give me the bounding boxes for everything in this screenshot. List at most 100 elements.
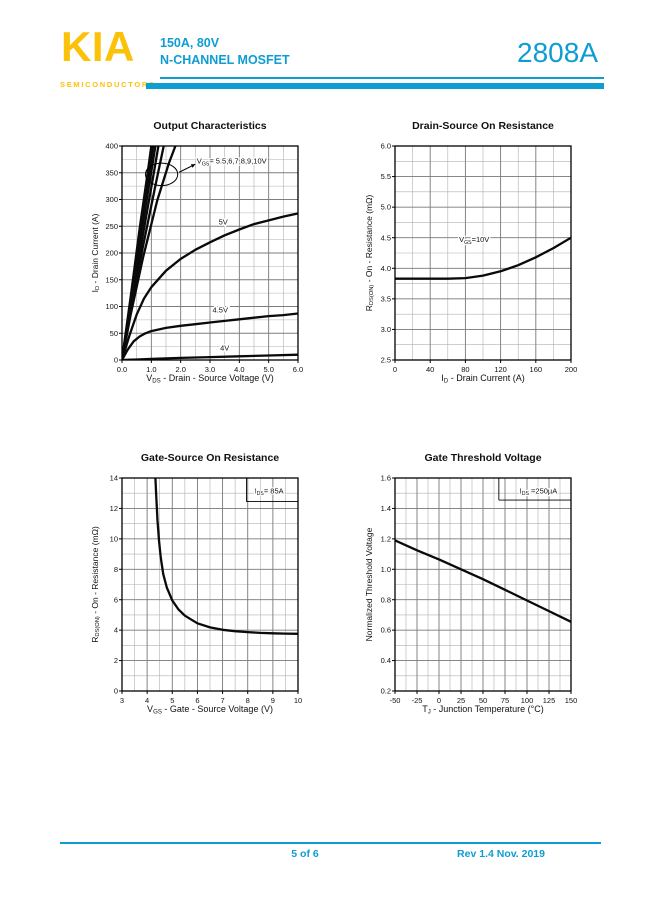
chart-title-gate-threshold-voltage: Gate Threshold Voltage: [424, 452, 542, 464]
svg-text:250: 250: [105, 222, 118, 231]
svg-text:4.0: 4.0: [234, 365, 244, 374]
svg-text:150: 150: [105, 275, 118, 284]
svg-text:9: 9: [271, 696, 275, 705]
svg-text:0: 0: [114, 356, 118, 365]
svg-text:5: 5: [170, 696, 174, 705]
svg-text:120: 120: [494, 365, 507, 374]
plot-drain-source-on-resistance: 0 40 80 120 160 200 2.5 3.0 3.5 4.0 4.5 5.0 5.5 6.0 VG…: [381, 142, 578, 374]
svg-text:4: 4: [145, 696, 149, 705]
label-segment: V: [146, 373, 153, 383]
svg-text:IDS= 85A: IDS= 85A: [255, 486, 284, 497]
chart-title-output-characteristics: Output Characteristics: [153, 120, 267, 132]
part-description: 150A, 80V N-CHANNEL MOSFET: [160, 35, 290, 69]
svg-text:4V: 4V: [220, 344, 229, 353]
svg-text:0.4: 0.4: [381, 656, 391, 665]
label-segment: DS: [152, 377, 161, 385]
label-segment: - Drain Current (A): [448, 373, 525, 383]
revision-label: Rev 1.4 Nov. 2019: [457, 848, 545, 860]
svg-text:2.5: 2.5: [381, 356, 391, 365]
svg-text:6: 6: [195, 696, 199, 705]
svg-text:300: 300: [105, 195, 118, 204]
chart-title-drain-source-on-resistance: Drain-Source On Resistance: [412, 120, 554, 132]
svg-text:200: 200: [105, 249, 118, 258]
svg-text:0: 0: [393, 365, 397, 374]
svg-text:VGS= 5.5,6,7,8,9,10V: VGS= 5.5,6,7,8,9,10V: [197, 156, 267, 167]
label-segment: - Gate - Source Voltage (V): [161, 704, 273, 714]
x-axis-label-drain-current: ID - Drain Current (A): [395, 373, 571, 384]
x-axis-label-junction-temperature: TJ - Junction Temperature (°C): [395, 704, 571, 715]
svg-text:1.0: 1.0: [146, 365, 156, 374]
svg-text:0.8: 0.8: [381, 595, 391, 604]
svg-text:100: 100: [521, 696, 534, 705]
part-number: 2808A: [517, 37, 598, 68]
svg-text:5.0: 5.0: [263, 365, 273, 374]
svg-text:5.5: 5.5: [381, 172, 391, 181]
svg-text:40: 40: [426, 365, 434, 374]
svg-text:400: 400: [105, 142, 118, 151]
svg-text:6: 6: [114, 595, 118, 604]
svg-text:75: 75: [501, 696, 509, 705]
header-rule-thin: [160, 77, 604, 79]
logo-subtext: SEMICONDUCTORS: [60, 80, 156, 89]
plot-gate-threshold-voltage: -50 -25 0 25 50 75 100 125 150 0.2 0.4 0.6 0.8 1.0 1.2…: [381, 474, 578, 705]
part-rating: 150A, 80V: [160, 36, 220, 50]
svg-text:4.5: 4.5: [381, 233, 391, 242]
svg-text:160: 160: [530, 365, 543, 374]
label-segment: V: [147, 704, 154, 714]
page-indicator: 5 of 6: [291, 848, 319, 860]
svg-text:7: 7: [220, 696, 224, 705]
svg-text:2: 2: [114, 656, 118, 665]
svg-text:12: 12: [110, 504, 118, 513]
label-segment: - Junction Temperature (°C): [430, 704, 544, 714]
chart-title-gate-source-on-resistance: Gate-Source On Resistance: [140, 452, 280, 464]
svg-text:4: 4: [114, 626, 118, 635]
svg-text:8: 8: [114, 565, 118, 574]
svg-text:4.5V: 4.5V: [213, 306, 228, 315]
svg-text:-25: -25: [412, 696, 423, 705]
svg-text:50: 50: [479, 696, 487, 705]
svg-text:2.0: 2.0: [175, 365, 185, 374]
svg-text:1.4: 1.4: [381, 504, 391, 513]
svg-text:8: 8: [246, 696, 250, 705]
svg-text:5.0: 5.0: [381, 203, 391, 212]
svg-text:50: 50: [110, 329, 118, 338]
svg-text:1.6: 1.6: [381, 474, 391, 483]
svg-text:125: 125: [543, 696, 556, 705]
x-axis-label-drain-source-voltage: VDS - Drain - Source Voltage (V): [122, 373, 298, 384]
label-segment: GS: [153, 708, 162, 716]
svg-text:0.0: 0.0: [117, 365, 127, 374]
svg-text:3.5: 3.5: [381, 294, 391, 303]
label-segment: T: [422, 704, 428, 714]
svg-text:4.0: 4.0: [381, 264, 391, 273]
svg-text:-50: -50: [390, 696, 401, 705]
svg-text:350: 350: [105, 168, 118, 177]
svg-text:25: 25: [457, 696, 465, 705]
svg-text:VGS=10V: VGS=10V: [459, 235, 489, 246]
svg-text:6.0: 6.0: [293, 365, 303, 374]
svg-text:IDS =250µA: IDS =250µA: [520, 486, 558, 497]
header-rule-thick: [146, 83, 604, 89]
part-type: N-CHANNEL MOSFET: [160, 53, 290, 67]
svg-text:10: 10: [110, 534, 118, 543]
svg-text:0.6: 0.6: [381, 626, 391, 635]
svg-text:80: 80: [461, 365, 469, 374]
plot-output-characteristics: 0.0 1.0 2.0 3.0 4.0 5.0 6.0 0 50 100 150 200 250 300 3…: [105, 142, 303, 374]
footer-rule: [60, 842, 601, 844]
label-segment: D: [443, 377, 449, 385]
svg-text:1.2: 1.2: [381, 534, 391, 543]
label-segment: J: [427, 708, 431, 716]
label-segment: - Drain - Source Voltage (V): [160, 373, 274, 383]
svg-text:0: 0: [114, 687, 118, 696]
svg-text:3.0: 3.0: [381, 325, 391, 334]
svg-text:200: 200: [565, 365, 578, 374]
svg-text:14: 14: [110, 474, 118, 483]
svg-text:100: 100: [105, 302, 118, 311]
svg-text:6.0: 6.0: [381, 142, 391, 151]
svg-text:0: 0: [437, 696, 441, 705]
kia-logo: KIA: [61, 23, 135, 70]
svg-text:0.2: 0.2: [381, 687, 391, 696]
label-segment: I: [441, 373, 444, 383]
svg-text:3.0: 3.0: [205, 365, 215, 374]
svg-text:1.0: 1.0: [381, 565, 391, 574]
